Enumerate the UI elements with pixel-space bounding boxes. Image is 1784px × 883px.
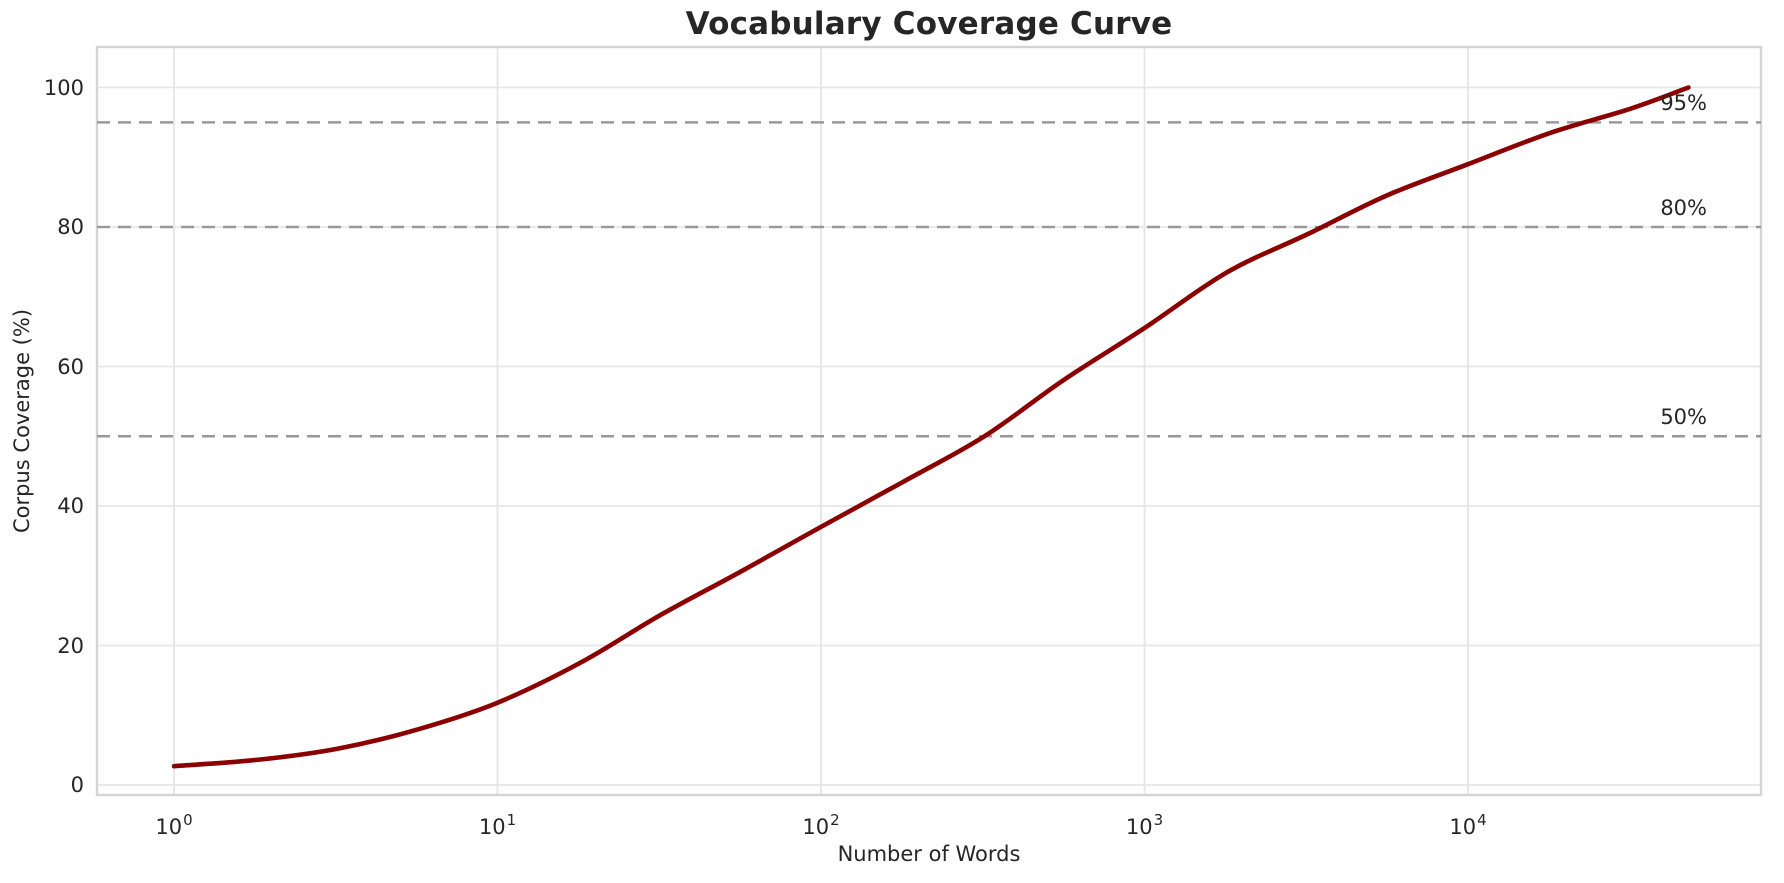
y-tick-label: 80 xyxy=(57,215,84,239)
reference-label: 50% xyxy=(1660,405,1707,430)
reference-label: 95% xyxy=(1660,91,1707,116)
reference-label: 80% xyxy=(1660,196,1707,220)
x-tick-label: 100 xyxy=(155,811,193,839)
coverage-curve xyxy=(171,85,1691,769)
y-tick-label: 40 xyxy=(57,494,84,518)
plot-border xyxy=(95,45,1763,797)
x-tick-label: 101 xyxy=(478,811,517,839)
y-tick-label: 100 xyxy=(43,75,84,100)
x-tick-label: 104 xyxy=(1449,811,1487,839)
y-tick-label: 60 xyxy=(57,354,84,379)
x-tick-label: 103 xyxy=(1125,811,1164,839)
y-axis-label: Corpus Coverage (%) xyxy=(10,308,34,534)
x-axis-label: Number of Words xyxy=(837,842,1021,866)
y-tick-label: 0 xyxy=(70,773,84,797)
y-tick-label: 20 xyxy=(57,633,84,658)
x-tick-label: 102 xyxy=(802,811,840,839)
chart-title: Vocabulary Coverage Curve xyxy=(685,6,1173,42)
